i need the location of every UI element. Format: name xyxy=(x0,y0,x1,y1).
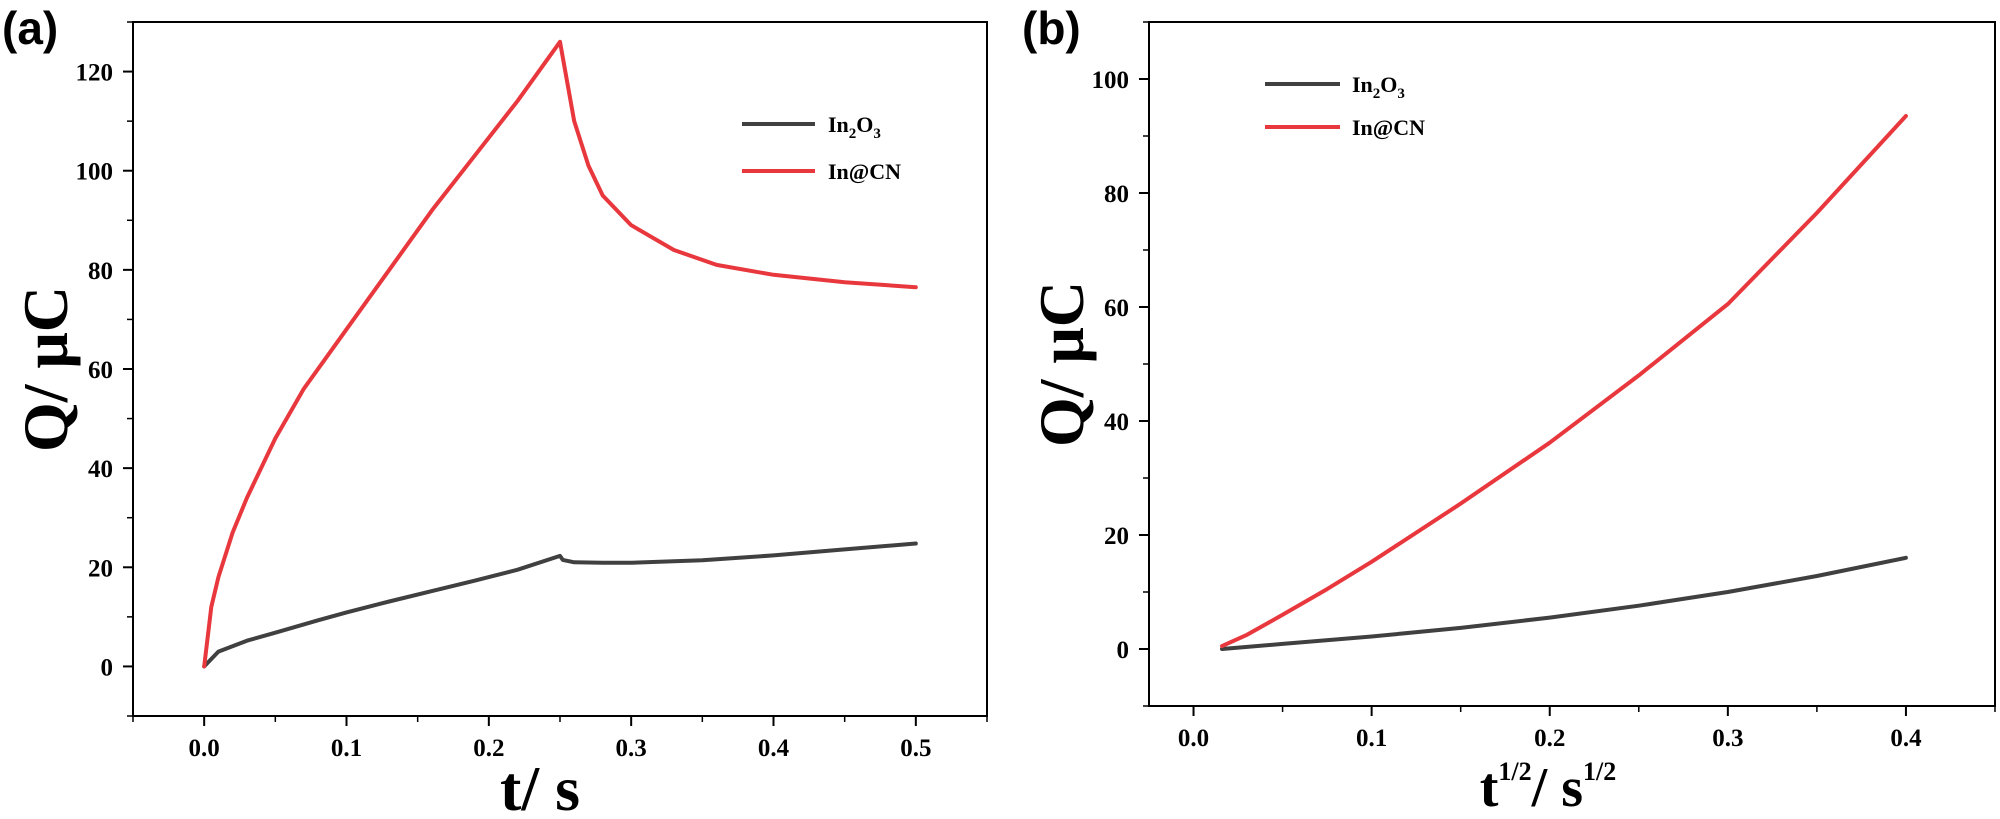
panel-b-y-tick-label: 100 xyxy=(1092,67,1130,94)
panel-b-y-tick-label: 20 xyxy=(1104,523,1129,550)
panel-a-series-in-cn xyxy=(202,39,918,669)
panel-a-y-tick-label: 40 xyxy=(88,456,113,483)
panel-b-label: (b) xyxy=(1022,2,1081,54)
panel-b-y-axis-title: Q/ μC xyxy=(1026,281,1097,447)
panel-b-series-in-cn xyxy=(1220,114,1908,649)
panel-b-x-tick-label: 0.1 xyxy=(1356,725,1387,752)
panel-b-y-tick-label: 0 xyxy=(1117,637,1130,664)
panel-b-x-tick-label: 0.4 xyxy=(1890,725,1922,752)
panel-b-legend: In2O3 In@CN xyxy=(1265,72,1425,140)
panel-a-y-tick-label: 100 xyxy=(76,159,114,186)
panel-a-x-axis-title: t/ s xyxy=(500,753,580,819)
panel-b: (b) 0.0 0.1 0.2 0.3 0.4 0 20 40 60 80 100 t1/2/ s… xyxy=(1022,2,1996,819)
panel-b-x-axis-title: t1/2/ s1/2 xyxy=(1480,757,1616,819)
panel-b-y-ticks: 0 20 40 60 80 100 xyxy=(1092,21,1149,707)
panel-b-x-tick-label: 0.2 xyxy=(1534,725,1565,752)
panel-a-y-tick-label: 20 xyxy=(88,555,113,582)
panel-a-x-ticks: 0.0 0.1 0.2 0.3 0.4 0.5 xyxy=(132,716,988,762)
panel-a-series-in2o3 xyxy=(202,541,918,669)
panel-b-series xyxy=(1220,114,1908,651)
panel-b-plot-frame xyxy=(1148,21,1996,707)
panel-a-x-tick-label: 0.4 xyxy=(758,735,790,762)
panel-a-legend-label-incn: In@CN xyxy=(828,159,901,184)
panel-a-label: (a) xyxy=(2,2,58,54)
panel-b-x-tick-label: 0.0 xyxy=(1178,725,1209,752)
panel-a-x-tick-label: 0.5 xyxy=(900,735,931,762)
panel-b-legend-label-incn: In@CN xyxy=(1352,115,1425,140)
panel-a-y-tick-label: 80 xyxy=(88,258,113,285)
panel-a-x-tick-label: 0.2 xyxy=(473,735,504,762)
panel-b-x-ticks: 0.0 0.1 0.2 0.3 0.4 xyxy=(1178,706,1996,752)
panel-b-series-in2o3 xyxy=(1220,555,1908,651)
panel-a-y-axis-title: Q/ μC xyxy=(10,286,81,452)
panel-a-x-tick-label: 0.0 xyxy=(189,735,220,762)
panel-a-legend: In2O3 In@CN xyxy=(742,112,901,184)
panel-a-y-tick-label: 0 xyxy=(101,654,114,681)
panel-a-y-tick-label: 60 xyxy=(88,357,113,384)
panel-b-legend-label-in2o3: In2O3 xyxy=(1352,72,1405,102)
panel-b-y-tick-label: 80 xyxy=(1104,181,1129,208)
panel-b-y-tick-label: 60 xyxy=(1104,295,1129,322)
panel-a-x-tick-label: 0.1 xyxy=(331,735,362,762)
panel-b-y-tick-label: 40 xyxy=(1104,409,1129,436)
panel-a-series xyxy=(202,39,918,669)
panel-b-x-tick-label: 0.3 xyxy=(1712,725,1743,752)
panel-a-legend-label-in2o3: In2O3 xyxy=(828,112,881,142)
panel-a-y-tick-label: 120 xyxy=(76,60,114,87)
panel-a: (a) 0.0 0.1 0.2 0.3 0.4 0.5 0 20 40 60 80 100 120 t… xyxy=(2,2,988,819)
panel-a-y-ticks: 0 20 40 60 80 100 120 xyxy=(76,21,133,717)
panel-a-x-tick-label: 0.3 xyxy=(616,735,647,762)
